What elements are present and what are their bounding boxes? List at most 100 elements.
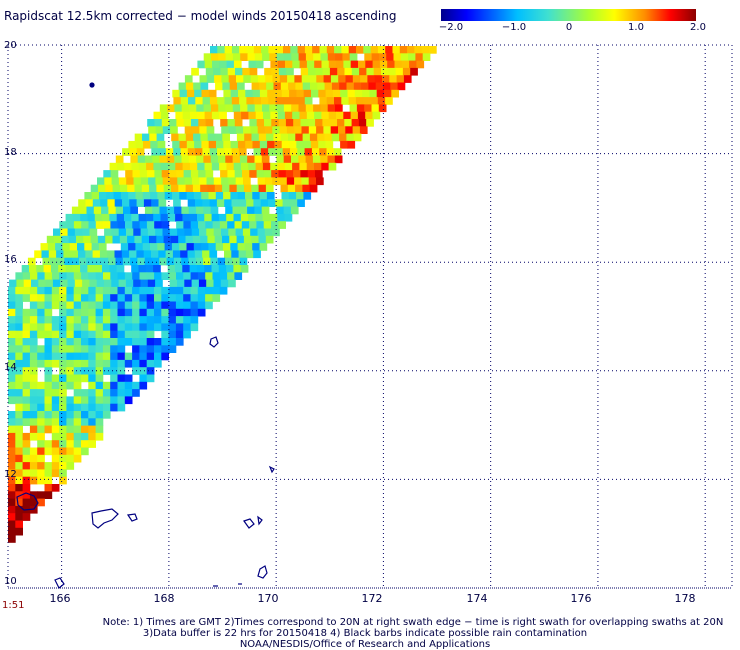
swath-cell (401, 60, 410, 69)
swath-cell (219, 221, 228, 229)
swath-cell (196, 155, 204, 164)
swath-cell (183, 119, 192, 127)
swath-cell (8, 425, 16, 434)
swath-cell (175, 338, 184, 346)
swath-cell (59, 381, 67, 390)
swath-cell (51, 403, 60, 412)
swath-cell (102, 352, 111, 361)
swath-cell (173, 199, 181, 207)
swath-cell (223, 89, 232, 98)
swath-cell (8, 396, 16, 405)
swath-cell (51, 432, 60, 441)
swath-cell (73, 272, 82, 280)
swath-cell (137, 257, 146, 266)
swath-cell (245, 192, 253, 200)
swath-cell (245, 89, 253, 98)
swath-cell (44, 323, 53, 332)
swath-cell (130, 206, 138, 215)
lon-tick-label: 166 (49, 592, 71, 605)
swath-cell (240, 53, 248, 61)
swath-cell (239, 155, 248, 164)
swath-cell (152, 155, 160, 164)
swath-cell (298, 155, 306, 164)
swath-cell (229, 235, 237, 244)
swath-cell (258, 184, 267, 193)
swath-cell (15, 374, 23, 383)
swath-cell (44, 308, 53, 317)
swath-cell (128, 140, 137, 149)
swath-cell (29, 403, 38, 412)
swath-cell (44, 469, 53, 478)
swath-cell (59, 476, 67, 485)
swath-cell (270, 60, 279, 69)
swath-cell (66, 367, 75, 375)
swath-cell (205, 272, 213, 280)
swath-cell (202, 97, 211, 105)
swath-cell (409, 60, 417, 69)
swath-cell (201, 192, 209, 200)
swath-cell (217, 97, 225, 105)
swath-cell (336, 60, 344, 69)
swath-cell (15, 491, 23, 499)
swath-cell (214, 235, 223, 244)
swath-cell (73, 367, 82, 375)
swath-cell (323, 75, 332, 83)
swath-cell (37, 403, 45, 412)
swath-cell (204, 265, 212, 273)
swath-cell (147, 228, 156, 237)
swath-cell (81, 272, 89, 280)
swath-cell (206, 75, 215, 83)
swath-cell (159, 155, 168, 164)
swath-cell (251, 82, 260, 91)
swath-cell (135, 140, 144, 149)
swath-cell (51, 396, 60, 405)
swath-cell (231, 148, 240, 156)
swath-cell (29, 374, 38, 383)
swath-cell (334, 97, 342, 105)
swath-cell (124, 213, 132, 222)
swath-cell (210, 257, 219, 266)
swath-cell (230, 140, 239, 149)
swath-cell (15, 527, 23, 536)
swath-cell (29, 330, 38, 339)
swath-cell (95, 425, 104, 434)
swath-cell (81, 323, 89, 332)
island (16, 492, 39, 511)
swath-cell (355, 97, 364, 105)
swath-cell (300, 67, 309, 76)
swath-cell (37, 308, 45, 317)
swath-cell (8, 462, 16, 470)
swath-cell (95, 389, 104, 397)
swath-cell (296, 192, 304, 200)
swath-cell (125, 221, 133, 229)
swath-cell (161, 272, 170, 280)
swath-cell (276, 155, 285, 164)
swath-cell (182, 265, 190, 273)
swath-cell (208, 192, 217, 200)
colorbar-label: −2.0 (438, 22, 464, 33)
swath-cell (38, 279, 46, 288)
swath-cell (36, 265, 44, 273)
swath-cell (181, 206, 190, 215)
swath-cell (299, 162, 308, 171)
swath-cell (318, 89, 326, 98)
swath-cell (205, 67, 214, 76)
swath-cell (15, 294, 23, 302)
swath-cell (260, 199, 269, 207)
swath-cell (239, 206, 248, 215)
swath-cell (8, 411, 16, 419)
swath-cell (154, 338, 162, 346)
swath-cell (255, 162, 264, 171)
swath-cell (117, 272, 126, 280)
swath-cell (246, 97, 255, 105)
swath-cell (37, 316, 45, 324)
swath-cell (102, 323, 111, 332)
swath-cell (73, 308, 82, 317)
swath-cell (326, 148, 335, 156)
swath-cell (44, 425, 53, 434)
swath-cell (61, 235, 70, 244)
swath-cell (350, 111, 359, 120)
swath-cell (215, 243, 224, 251)
island (209, 336, 219, 348)
swath-cell (21, 265, 30, 273)
